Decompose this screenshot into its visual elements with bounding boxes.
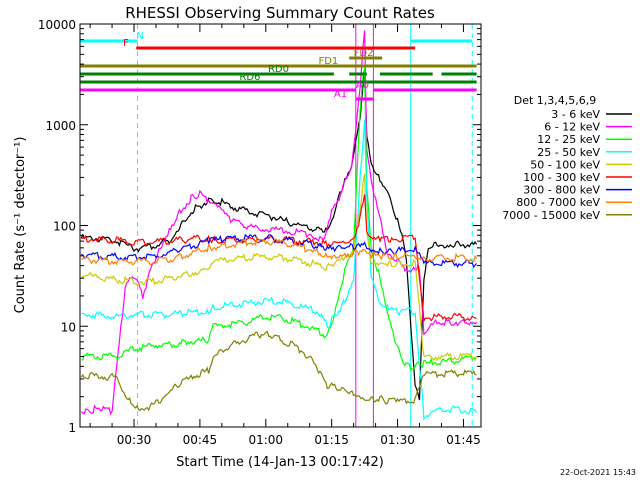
x-tick-label-2: 01:00 — [248, 433, 283, 447]
legend-label-0: 3 - 6 keV — [551, 108, 600, 121]
x-tick-label-3: 01:15 — [314, 433, 349, 447]
legend-label-8: 7000 - 15000 keV — [502, 209, 600, 222]
series-line-2 — [81, 67, 478, 371]
x-tick-label-1: 00:45 — [183, 433, 218, 447]
x-tick-label-0: 00:30 — [117, 433, 152, 447]
plot-area: NF FD1 FD2 RD0 RD6 A0 A1 — [80, 24, 478, 427]
flag-label-a0: A0 — [356, 80, 369, 91]
y-tick-label-2: 100 — [53, 220, 76, 234]
legend-label-1: 6 - 12 keV — [544, 121, 600, 134]
y-tick-label-3: 1000 — [45, 119, 76, 133]
axes: 1 10 100 1000 10000 00:30 00:45 01:00 01:15 01:30… — [38, 18, 481, 447]
x-tick-label-4: 01:30 — [380, 433, 415, 447]
legend-label-2: 12 - 25 keV — [537, 133, 600, 146]
flag-label-fd1: FD1 — [318, 56, 338, 67]
flag-label-a1: A1 — [334, 89, 347, 100]
series-line-8 — [80, 330, 477, 412]
series-line-1 — [80, 30, 478, 416]
flag-label-rd0: RD0 — [268, 64, 289, 75]
legend-label-7: 800 - 7000 keV — [516, 196, 600, 209]
legend-label-6: 300 - 800 keV — [523, 184, 600, 197]
series-line-3 — [81, 119, 478, 421]
legend-title: Det 1,3,4,5,6,9 — [514, 94, 597, 107]
y-tick-label-1: 10 — [61, 320, 76, 334]
series-lines — [80, 30, 478, 421]
x-axis-label: Start Time (14-Jan-13 00:17:42) — [176, 455, 384, 470]
legend-label-5: 100 - 300 keV — [523, 171, 600, 184]
flag-label-n: N — [136, 31, 143, 42]
series-line-4 — [80, 173, 478, 362]
flag-label-fd2: FD2 — [354, 48, 374, 59]
y-tick-label-4: 10000 — [38, 18, 76, 32]
legend-label-3: 25 - 50 keV — [537, 146, 600, 159]
flag-label-rd6: RD6 — [239, 72, 260, 83]
flag-bars: NF FD1 FD2 RD0 RD6 A0 A1 — [80, 31, 477, 101]
flag-label-f: F — [123, 38, 129, 49]
footer-date: 22-Oct-2021 15:43 — [560, 468, 636, 477]
chart-title: RHESSI Observing Summary Count Rates — [125, 4, 435, 22]
series-line-7 — [81, 236, 478, 266]
y-tick-label-0: 1 — [68, 421, 76, 435]
legend-label-4: 50 - 100 keV — [530, 158, 600, 171]
y-axis-label: Count Rate (s⁻¹ detector⁻¹) — [13, 137, 28, 314]
series-line-0 — [80, 71, 478, 401]
x-tick-label-5: 01:45 — [446, 433, 481, 447]
